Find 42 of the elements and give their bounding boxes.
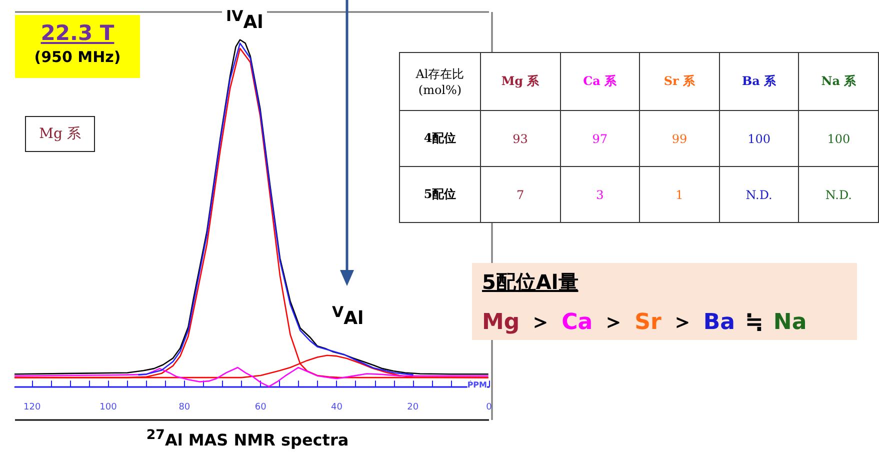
text: ＞ xyxy=(530,310,552,335)
data-label: 97 xyxy=(560,110,640,166)
x-axis-title: PPM xyxy=(467,380,488,390)
text: $^{27}$Al MAS NMR spectra xyxy=(145,428,350,450)
text: Ba xyxy=(703,310,735,335)
text: $^{IV}$Al xyxy=(222,6,268,33)
data-label: N.D. xyxy=(798,166,878,222)
x-tick-label: 100 xyxy=(100,402,118,412)
data-label: N.D. xyxy=(719,166,799,222)
text: Al存在比 (mol%) xyxy=(400,52,480,110)
data-label: 99 xyxy=(640,110,720,166)
text: ≒ xyxy=(744,310,764,335)
text: Ca xyxy=(562,310,593,335)
data-label: 100 xyxy=(719,110,799,166)
text: ＞ xyxy=(602,310,625,335)
annotation: (950 MHz) xyxy=(33,47,122,68)
x-tick-label: 40 xyxy=(330,402,343,412)
text: Na xyxy=(773,310,807,335)
text: ＞ xyxy=(671,310,694,335)
text: 5配位 xyxy=(400,166,480,222)
data-label: 100 xyxy=(798,110,878,166)
category-label: Mg 系 xyxy=(480,52,560,110)
text: 5配位Al量 xyxy=(482,269,578,296)
annotation: $^{V}$Al xyxy=(331,302,365,329)
annotation: Mg 系 xyxy=(25,116,95,152)
data-label: 7 xyxy=(480,166,560,222)
x-tick-label: 80 xyxy=(178,402,190,412)
series-label: 4配位 xyxy=(400,110,480,166)
x-tick-label: 60 xyxy=(254,402,267,412)
category-label: Sr 系 xyxy=(640,52,720,110)
data-label: 3 xyxy=(560,166,640,222)
category-label: Ca 系 xyxy=(560,52,640,110)
data-label: 93 xyxy=(480,110,560,166)
data-label: 1 xyxy=(640,166,720,222)
category-label: Na 系 xyxy=(798,52,878,110)
x-tick-label: 120 xyxy=(24,402,41,412)
annotation: 22.3 T xyxy=(40,20,116,46)
annotation: Mg xyxy=(482,310,520,335)
category-label: Ba 系 xyxy=(719,52,799,110)
text: Sr xyxy=(634,310,662,335)
x-tick-label: 0 xyxy=(486,402,492,412)
x-tick-label: 20 xyxy=(407,402,419,412)
